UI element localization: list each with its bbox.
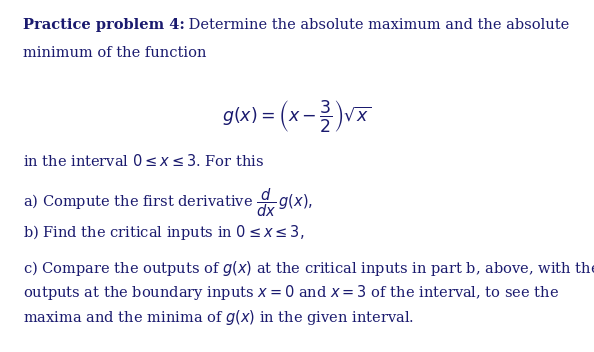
Text: in the interval $0 \leq x \leq 3$. For this: in the interval $0 \leq x \leq 3$. For t… [23, 153, 264, 169]
Text: b) Find the critical inputs in $0 \leq x \leq 3,$: b) Find the critical inputs in $0 \leq x… [23, 222, 304, 241]
Text: maxima and the minima of $g(x)$ in the given interval.: maxima and the minima of $g(x)$ in the g… [23, 308, 413, 327]
Text: outputs at the boundary inputs $x = 0$ and $x = 3$ of the interval, to see the: outputs at the boundary inputs $x = 0$ a… [23, 283, 558, 302]
Text: a) Compute the first derivative $\dfrac{d}{dx}\, g(x),$: a) Compute the first derivative $\dfrac{… [23, 187, 312, 219]
Text: minimum of the function: minimum of the function [23, 46, 206, 61]
Text: c) Compare the outputs of $g(x)$ at the critical inputs in part b, above, with t: c) Compare the outputs of $g(x)$ at the … [23, 259, 594, 278]
Text: Determine the absolute maximum and the absolute: Determine the absolute maximum and the a… [185, 18, 570, 32]
Text: Practice problem 4:: Practice problem 4: [23, 18, 185, 32]
Text: $g(x) = \left(x-\dfrac{3}{2}\right)\sqrt{x}$: $g(x) = \left(x-\dfrac{3}{2}\right)\sqrt… [223, 99, 371, 134]
